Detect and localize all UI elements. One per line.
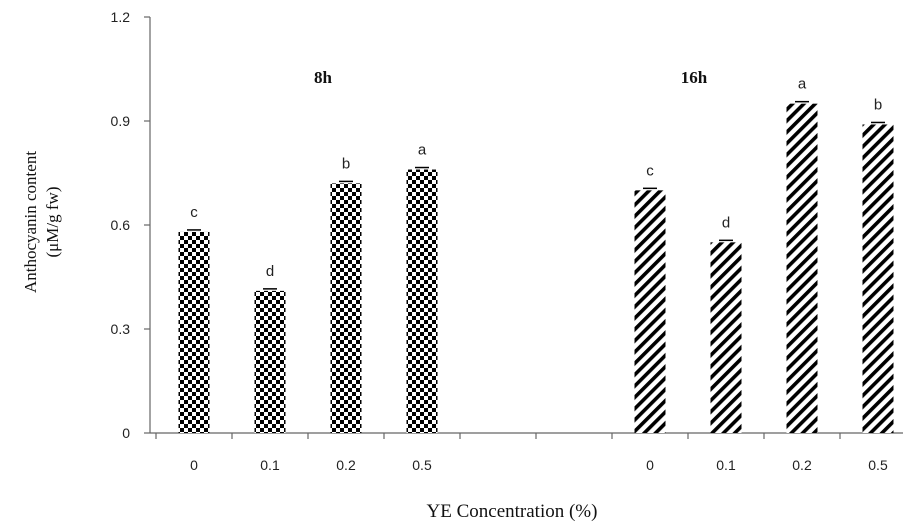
x-tick-label: 0.1 (260, 457, 280, 473)
x-tick-label: 0.5 (412, 457, 432, 473)
significance-label: c (646, 162, 654, 179)
significance-label: c (190, 204, 198, 221)
panel-labels: 8h 16h (314, 68, 708, 87)
bars (178, 100, 894, 434)
significance-label: b (342, 155, 350, 172)
y-axis-ticks: 0 0.3 0.6 0.9 1.2 (111, 9, 150, 441)
x-tick-label: 0.2 (336, 457, 356, 473)
y-axis-title-line2: (μM/g fw) (43, 187, 62, 258)
y-axis-title-line1: Anthocyanin content (21, 151, 40, 293)
y-tick-label: 1.2 (111, 9, 131, 25)
bar-8h-0 (178, 231, 210, 433)
bar-16h-0.5 (862, 124, 894, 433)
bar-8h-0.2 (330, 183, 362, 433)
significance-label: a (798, 76, 807, 93)
y-tick-label: 0.9 (111, 113, 131, 129)
y-axis-title: Anthocyanin content (μM/g fw) (21, 151, 62, 293)
panel-label-16h: 16h (681, 68, 708, 87)
x-tick-label: 0.2 (792, 457, 812, 473)
x-axis-ticks: 0 0.1 0.2 0.5 0 0.1 0.2 0.5 (190, 457, 888, 473)
panel-label-8h: 8h (314, 68, 333, 87)
significance-label: b (874, 96, 882, 113)
y-tick-label: 0.6 (111, 217, 131, 233)
bar-16h-0 (634, 190, 666, 433)
x-axis-title: YE Concentration (%) (427, 501, 598, 522)
x-tick-label: 0.1 (716, 457, 736, 473)
significance-labels: c d b a c d a b (190, 76, 882, 280)
bar-8h-0.5 (406, 169, 438, 434)
x-tick-label: 0 (190, 457, 198, 473)
significance-label: a (418, 142, 427, 159)
bar-16h-0.2 (786, 103, 818, 434)
bar-8h-0.1 (254, 290, 286, 433)
significance-label: d (722, 214, 730, 231)
y-tick-label: 0.3 (111, 321, 131, 337)
x-tick-label: 0.5 (868, 457, 888, 473)
x-tick-label: 0 (646, 457, 654, 473)
bar-16h-0.1 (710, 242, 742, 433)
y-tick-label: 0 (122, 425, 130, 441)
significance-label: d (266, 263, 274, 280)
